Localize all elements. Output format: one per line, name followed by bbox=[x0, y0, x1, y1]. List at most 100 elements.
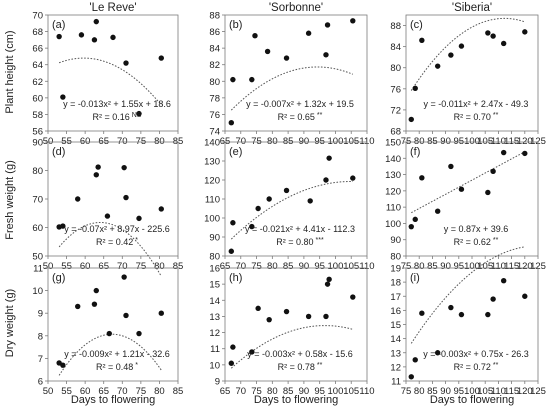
y-tick-label: 100 bbox=[204, 214, 220, 225]
y-tick-label: 120 bbox=[204, 176, 220, 187]
data-point bbox=[110, 34, 116, 41]
x-tick-label: 80 bbox=[154, 386, 165, 397]
fit-curve bbox=[58, 57, 162, 106]
data-point bbox=[324, 22, 331, 28]
y-tick-label: 50 bbox=[32, 252, 43, 263]
x-tick-label: 85 bbox=[173, 261, 184, 272]
data-point bbox=[458, 186, 465, 192]
data-point bbox=[60, 223, 66, 229]
x-tick-label: 75 bbox=[401, 261, 412, 272]
y-tick-label: 140 bbox=[385, 154, 401, 165]
x-tick-label: 75 bbox=[401, 136, 412, 147]
panel-label: (i) bbox=[410, 272, 420, 284]
x-tick-label: 90 bbox=[440, 386, 451, 397]
x-tick-label: 75 bbox=[251, 136, 262, 147]
fit-equation: y = -0.007x² + 1.32x + 19.5 bbox=[246, 99, 354, 109]
data-point bbox=[350, 294, 356, 300]
panel-label: (a) bbox=[52, 19, 65, 31]
data-point bbox=[522, 293, 528, 299]
data-point bbox=[522, 150, 528, 157]
data-point bbox=[230, 344, 236, 350]
data-point bbox=[75, 303, 81, 310]
data-point bbox=[93, 172, 99, 178]
data-point bbox=[121, 274, 127, 280]
column-title-siberia: 'Siberia' bbox=[452, 2, 492, 14]
x-tick-label: 50 bbox=[43, 386, 54, 397]
xlabel-sorbonne: Days to flowering bbox=[254, 394, 338, 406]
y-tick-label: 78 bbox=[209, 93, 220, 104]
fit-equation: y = -0.003x² + 0.58x - 15.6 bbox=[247, 349, 353, 359]
y-tick-label: 6 bbox=[38, 377, 43, 388]
fit-equation: y = -0.009x² + 1.21x - 32.6 bbox=[64, 349, 170, 359]
x-tick-label: 80 bbox=[267, 136, 278, 147]
x-tick-label: 70 bbox=[117, 386, 128, 397]
x-axis-titles: Days to flowering Days to flowering Days… bbox=[71, 394, 514, 406]
fit-equation: y = -0.011x² + 2.47x - 49.3 bbox=[424, 99, 529, 109]
x-tick-label: 125 bbox=[530, 386, 546, 397]
x-tick-label: 90 bbox=[299, 261, 310, 272]
x-tick-label: 90 bbox=[299, 136, 310, 147]
panel-label: (e) bbox=[229, 146, 242, 158]
y-tick-label: 120 bbox=[385, 186, 401, 197]
x-tick-label: 70 bbox=[117, 261, 128, 272]
column-title-le-reve: 'Le Reve' bbox=[89, 2, 136, 14]
data-point bbox=[490, 296, 496, 302]
data-point bbox=[500, 40, 507, 47]
data-point bbox=[230, 220, 236, 226]
y-tick-label: 80 bbox=[32, 166, 43, 177]
data-point bbox=[106, 330, 112, 337]
data-point bbox=[434, 63, 441, 69]
x-tick-label: 75 bbox=[136, 136, 147, 147]
data-point bbox=[255, 205, 261, 212]
x-tick-label: 115 bbox=[504, 261, 519, 272]
data-point bbox=[121, 164, 127, 171]
significance-mark: * bbox=[133, 362, 138, 369]
data-point bbox=[228, 360, 235, 366]
significance-mark: ** bbox=[315, 112, 323, 119]
data-point bbox=[412, 216, 418, 223]
data-point bbox=[307, 198, 313, 204]
x-tick-label: 80 bbox=[154, 136, 165, 147]
x-tick-label: 95 bbox=[454, 386, 465, 397]
x-tick-label: 95 bbox=[314, 136, 325, 147]
fit-equation: y = -0.003x² + 0.75x - 26.3 bbox=[423, 349, 529, 359]
y-tick-label: 150 bbox=[385, 138, 401, 149]
data-point bbox=[326, 276, 332, 282]
row-y-labels: Plant height (cm) Fresh weight (g) Dry w… bbox=[4, 30, 16, 357]
x-tick-label: 55 bbox=[61, 136, 72, 147]
data-point bbox=[230, 76, 236, 83]
y-tick-label: 10 bbox=[209, 360, 220, 371]
x-tick-label: 105 bbox=[343, 386, 359, 397]
y-tick-label: 86 bbox=[209, 27, 220, 38]
data-point bbox=[56, 33, 62, 40]
y-tick-label: 80 bbox=[390, 252, 401, 263]
fit-equation: y = -0.07x² + 8.97x - 225.6 bbox=[64, 224, 170, 234]
data-point bbox=[78, 32, 85, 38]
fit-r2: R² = 0.65 ** bbox=[278, 112, 323, 122]
data-point bbox=[323, 52, 329, 58]
y-tick-label: 11 bbox=[210, 344, 220, 355]
x-tick-label: 105 bbox=[477, 136, 493, 147]
plot-frame bbox=[224, 14, 368, 132]
x-tick-label: 100 bbox=[328, 261, 344, 272]
x-tick-label: 70 bbox=[235, 136, 246, 147]
y-tick-label: 68 bbox=[390, 127, 401, 138]
x-tick-label: 100 bbox=[464, 136, 480, 147]
data-point bbox=[249, 349, 255, 355]
panel-label: (f) bbox=[410, 146, 420, 158]
y-tick-label: 90 bbox=[32, 138, 43, 149]
y-tick-label: 13 bbox=[390, 348, 401, 359]
x-tick-label: 55 bbox=[61, 386, 72, 397]
x-tick-label: 120 bbox=[517, 261, 533, 272]
data-point bbox=[350, 18, 356, 24]
panel-label: (b) bbox=[229, 19, 242, 31]
data-point bbox=[500, 278, 507, 284]
y-tick-label: 80 bbox=[209, 77, 220, 88]
panel-label: (g) bbox=[52, 272, 65, 284]
x-tick-label: 75 bbox=[401, 386, 412, 397]
x-tick-label: 120 bbox=[517, 386, 533, 397]
x-tick-label: 110 bbox=[359, 386, 374, 397]
